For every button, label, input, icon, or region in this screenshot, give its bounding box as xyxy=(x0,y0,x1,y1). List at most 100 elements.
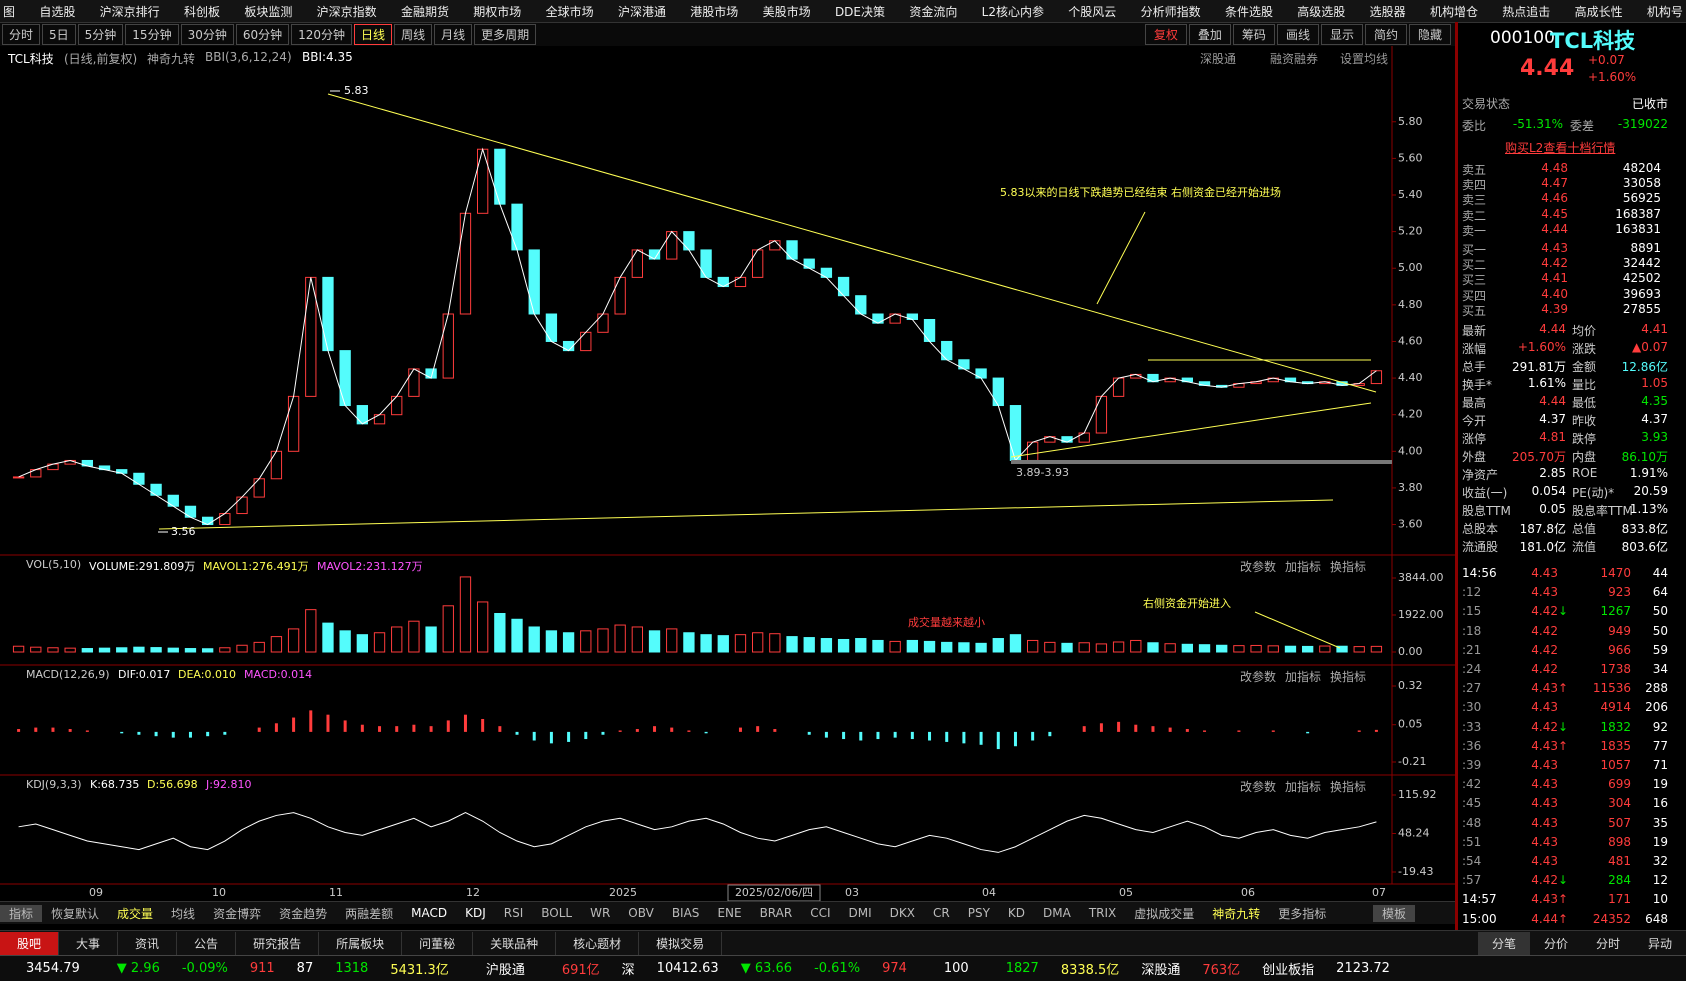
menu-item[interactable]: 金融期货 xyxy=(400,4,449,19)
period-button[interactable]: 分时 xyxy=(2,24,41,45)
bottom-tab[interactable]: 核心题材 xyxy=(556,931,640,955)
indicator-tab[interactable]: CR xyxy=(933,906,950,920)
indicator-tab[interactable]: DKX xyxy=(889,906,915,920)
indicator-tab[interactable]: BRAR xyxy=(759,906,793,920)
indicator-tab[interactable]: 神奇九转 xyxy=(1212,906,1261,921)
volume-bar xyxy=(373,632,386,653)
indicator-tab[interactable]: PSY xyxy=(967,906,990,920)
panel-button[interactable]: 换指标 xyxy=(1330,780,1367,794)
panel-button[interactable]: 改参数 xyxy=(1240,670,1277,684)
toolbar-button[interactable]: 叠加 xyxy=(1188,24,1231,45)
menu-item[interactable]: 自选股 xyxy=(39,4,76,19)
period-button[interactable]: 60分钟 xyxy=(235,24,290,45)
indicator-tab[interactable]: ENE xyxy=(717,906,742,920)
menu-item[interactable]: 图 xyxy=(3,4,16,19)
menu-item[interactable]: L2核心内参 xyxy=(981,4,1044,19)
toolbar-button[interactable]: 隐藏 xyxy=(1408,24,1451,45)
indicator-tab[interactable]: 资金趋势 xyxy=(279,906,328,921)
indicator-tab[interactable]: MACD xyxy=(411,906,448,920)
indicator-tab[interactable]: CCI xyxy=(810,906,831,920)
indicator-tab[interactable]: OBV xyxy=(628,906,654,920)
menu-item[interactable]: 资金流向 xyxy=(909,4,958,19)
bottom-tab[interactable]: 资讯 xyxy=(118,931,178,955)
panel-button[interactable]: 加指标 xyxy=(1285,780,1322,794)
toolbar-button[interactable]: 复权 xyxy=(1144,24,1187,45)
menu-item[interactable]: 港股市场 xyxy=(690,4,739,19)
menu-item[interactable]: 沪深港通 xyxy=(617,4,666,19)
header-link[interactable]: 深股通 xyxy=(1200,52,1237,66)
menu-item[interactable]: 美股市场 xyxy=(762,4,811,19)
menu-item[interactable]: 高级选股 xyxy=(1297,4,1346,19)
indicator-tab[interactable]: WR xyxy=(590,906,611,920)
right-tab[interactable]: 分笔 xyxy=(1477,931,1530,955)
bottom-tab[interactable]: 模拟交易 xyxy=(639,931,723,955)
bottom-tab[interactable]: 股吧 xyxy=(0,931,60,955)
period-button[interactable]: 5日 xyxy=(42,24,76,45)
period-button[interactable]: 120分钟 xyxy=(291,24,353,45)
bottom-tab[interactable]: 所属板块 xyxy=(319,931,403,955)
indicator-tab[interactable]: 模板 xyxy=(1372,904,1415,922)
menu-item[interactable]: 板块监测 xyxy=(244,4,293,19)
menu-item[interactable]: 沪深京排行 xyxy=(99,4,160,19)
menu-item[interactable]: 分析师指数 xyxy=(1140,4,1201,19)
menu-item[interactable]: 高成长性 xyxy=(1574,4,1623,19)
bottom-tab[interactable]: 关联品种 xyxy=(473,931,557,955)
panel-button[interactable]: 换指标 xyxy=(1330,560,1367,574)
indicator-tab[interactable]: BOLL xyxy=(541,906,573,920)
right-tab[interactable]: 分价 xyxy=(1543,936,1568,951)
indicator-tab[interactable]: 成交量 xyxy=(117,906,154,921)
indicator-tab[interactable]: 恢复默认 xyxy=(51,906,100,921)
menu-item[interactable]: 个股风云 xyxy=(1068,4,1117,19)
candle xyxy=(184,505,197,518)
indicator-tab[interactable]: 资金博弈 xyxy=(213,906,262,921)
indicator-tab[interactable]: KDJ xyxy=(465,906,486,920)
indicator-tab[interactable]: 均线 xyxy=(171,906,196,921)
indicator-tab[interactable]: 虚拟成交量 xyxy=(1134,906,1195,921)
right-tab[interactable]: 异动 xyxy=(1647,936,1672,951)
toolbar-button[interactable]: 画线 xyxy=(1276,24,1319,45)
period-button[interactable]: 5分钟 xyxy=(77,24,124,45)
indicator-tab[interactable]: TRIX xyxy=(1088,906,1117,920)
period-button[interactable]: 月线 xyxy=(434,24,473,45)
period-button[interactable]: 日线 xyxy=(354,24,393,45)
bottom-tab[interactable]: 研究报告 xyxy=(236,931,320,955)
menu-item[interactable]: 沪深京指数 xyxy=(316,4,377,19)
panel-button[interactable]: 加指标 xyxy=(1285,560,1322,574)
indicator-tab[interactable]: 更多指标 xyxy=(1278,906,1327,921)
indicator-tab[interactable]: RSI xyxy=(503,906,524,920)
panel-button[interactable]: 改参数 xyxy=(1240,560,1277,574)
bottom-tab[interactable]: 公告 xyxy=(177,931,237,955)
header-link[interactable]: 融资融券 xyxy=(1270,52,1319,66)
toolbar-button[interactable]: 筹码 xyxy=(1232,24,1275,45)
volume-bar xyxy=(305,609,317,653)
toolbar-button[interactable]: 显示 xyxy=(1320,24,1363,45)
menu-item[interactable]: 热点追击 xyxy=(1502,4,1551,19)
indicator-tab[interactable]: BIAS xyxy=(671,906,700,920)
menu-item[interactable]: 全球市场 xyxy=(545,4,594,19)
indicator-tab[interactable]: 两融差额 xyxy=(345,906,394,921)
period-button[interactable]: 更多周期 xyxy=(474,24,537,45)
menu-item[interactable]: 期权市场 xyxy=(473,4,522,19)
indicator-tab[interactable]: KD xyxy=(1007,906,1026,920)
menu-item[interactable]: DDE决策 xyxy=(834,4,886,19)
indicator-tab[interactable]: DMA xyxy=(1043,906,1071,920)
bottom-tab[interactable]: 问董秘 xyxy=(402,931,474,955)
l2-link[interactable]: 购买L2查看十档行情 xyxy=(1505,141,1616,155)
period-button[interactable]: 15分钟 xyxy=(125,24,179,45)
menu-item[interactable]: 机构增仓 xyxy=(1429,4,1478,19)
panel-button[interactable]: 改参数 xyxy=(1240,780,1277,794)
indicator-tab[interactable]: DMI xyxy=(848,906,872,920)
menu-item[interactable]: 机构号 xyxy=(1646,4,1683,19)
menu-item[interactable]: 条件选股 xyxy=(1224,4,1273,19)
period-button[interactable]: 30分钟 xyxy=(180,24,234,45)
bottom-tab[interactable]: 大事 xyxy=(59,931,119,955)
toolbar-button[interactable]: 简约 xyxy=(1364,24,1407,45)
menu-item[interactable]: 科创板 xyxy=(183,4,220,19)
indicator-tab[interactable]: 指标 xyxy=(0,904,43,922)
menu-item[interactable]: 选股器 xyxy=(1369,4,1406,19)
right-tab[interactable]: 分时 xyxy=(1595,936,1620,951)
period-button[interactable]: 周线 xyxy=(394,24,433,45)
header-link[interactable]: 设置均线 xyxy=(1340,52,1389,66)
panel-button[interactable]: 换指标 xyxy=(1330,670,1367,684)
panel-button[interactable]: 加指标 xyxy=(1285,670,1322,684)
